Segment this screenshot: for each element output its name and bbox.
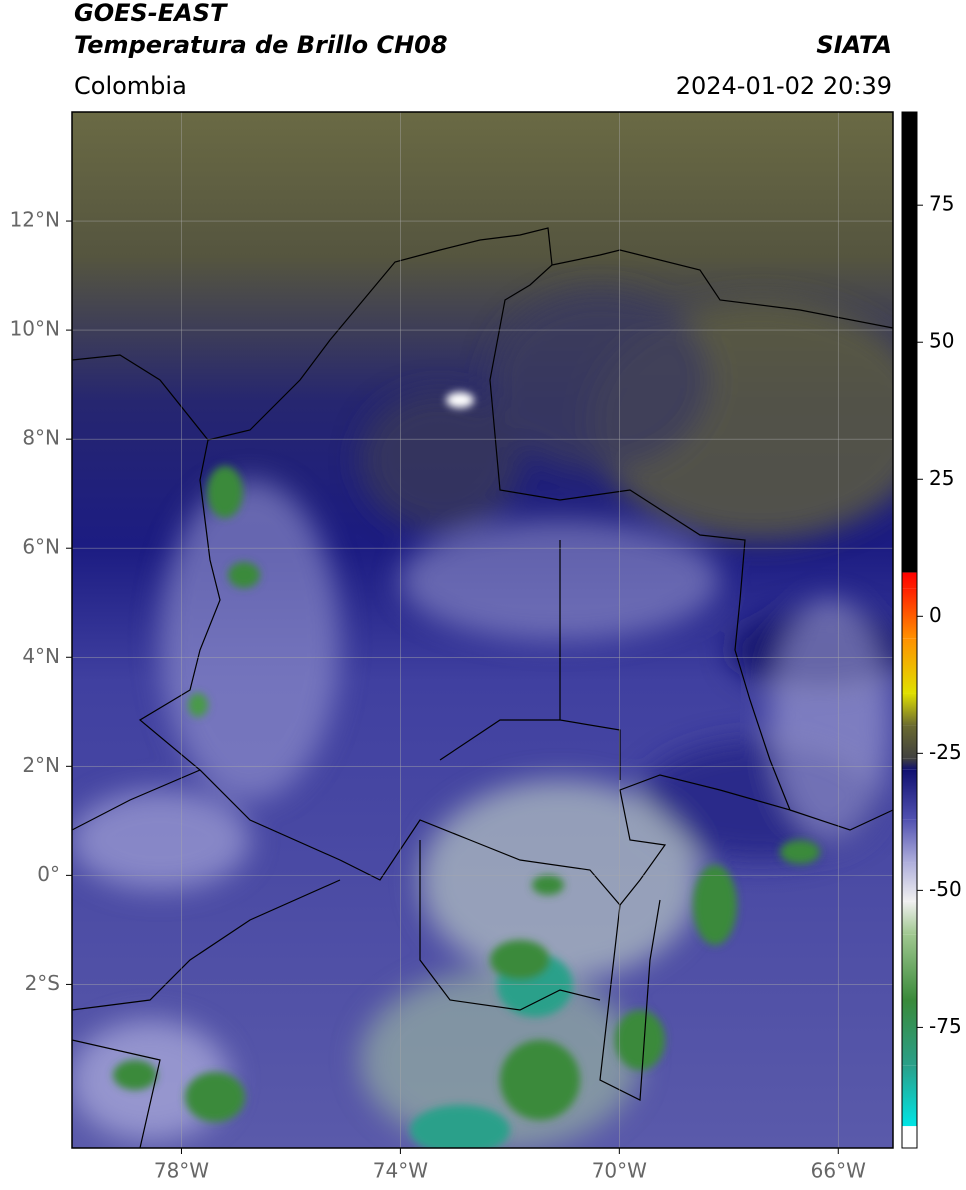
colorbar-frame [901,111,918,1149]
y-tick-label: 12°N [10,208,60,232]
x-tick-label: 78°W [154,1159,209,1183]
colorbar-segment [902,638,917,694]
colorbar-segment [902,725,917,759]
y-tick-label: 8°N [22,426,60,450]
border [439,540,661,1101]
title: GOES-EAST [74,0,228,27]
border [72,769,201,831]
source: SIATA [816,31,892,59]
coastline [551,249,893,329]
colorbar-segment [902,112,917,573]
colorbar-segment [902,1065,917,1127]
colorbar-tick-label: 50 [929,329,954,353]
colorbar-segment [902,862,917,902]
colorbar-tick-label: -50 [929,877,962,901]
colorbar-segment [902,769,917,820]
subtitle: Temperatura de Brillo CH08 [74,31,448,59]
map-frame [71,111,894,1149]
colorbar-segment [902,901,917,935]
x-tick-label: 66°W [811,1159,866,1183]
colorbar-tick-label: -25 [929,740,962,764]
colorbar-segment [902,758,917,770]
y-tick-label: 0° [37,862,60,886]
y-tick-label: 2°N [22,753,60,777]
colorbar-segment [902,1126,917,1148]
x-tick-label: 70°W [592,1159,647,1183]
colorbar-tick-label: -75 [929,1014,962,1038]
colorbar-tick-label: 25 [929,466,954,490]
coastline [72,354,209,441]
colorbar-segment [902,934,917,1000]
datetime: 2024-01-02 20:39 [676,72,892,100]
y-tick-label: 6°N [22,535,60,559]
coastline [72,879,341,1148]
colorbar-tick-label: 0 [929,603,942,627]
imagery [72,112,893,1148]
colorbar-tick-label: 75 [929,192,954,216]
border [419,809,893,1011]
colorbar-segment [902,819,917,863]
y-tick-label: 2°S [25,971,60,995]
colorbar-segment [902,588,917,639]
colorbar-segment [902,1000,917,1066]
y-tick-label: 4°N [22,644,60,668]
colorbar-segment [902,572,917,589]
region: Colombia [74,72,187,100]
y-tick-label: 10°N [10,317,60,341]
colorbar-segment [902,693,917,726]
x-tick-label: 74°W [373,1159,428,1183]
